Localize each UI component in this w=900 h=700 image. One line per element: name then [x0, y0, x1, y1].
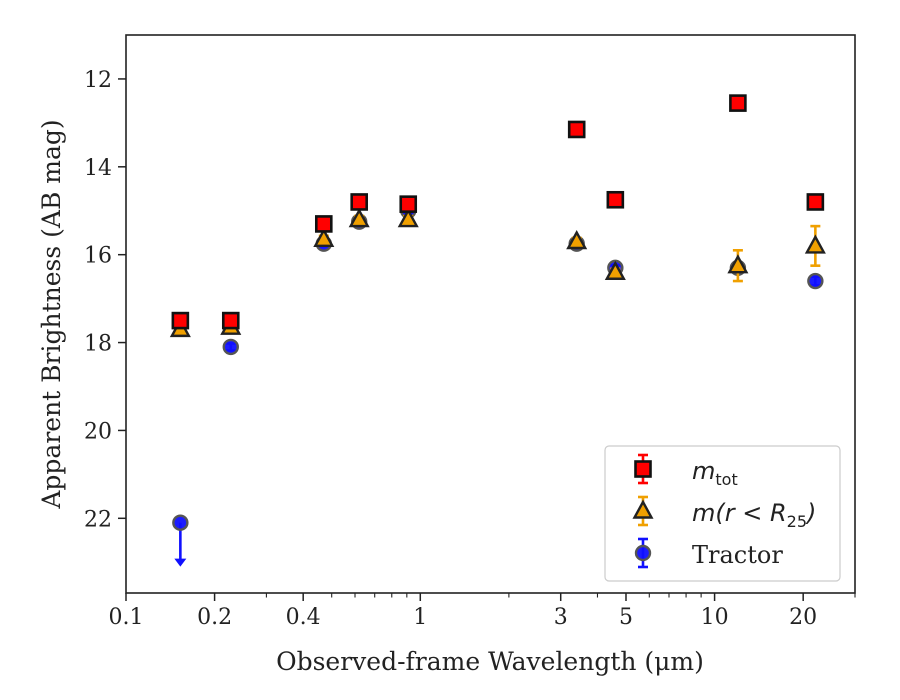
point-mtot	[806, 193, 825, 211]
point-mtot	[567, 120, 586, 139]
data-marks	[169, 94, 826, 567]
point-mr25	[804, 234, 826, 254]
point-mr25	[313, 227, 335, 248]
point-mr25	[397, 208, 419, 228]
x-axis-ticks: 0.1 0.2 0.4 1 3 5 10 20	[109, 593, 856, 630]
point-mr25	[727, 254, 749, 274]
y-tick-label: 12	[84, 68, 112, 93]
point-mtot	[729, 94, 747, 112]
point-mtot	[606, 190, 625, 209]
point-mtot	[399, 195, 418, 213]
x-tick-label: 0.1	[109, 605, 144, 630]
legend-label-mtot: mtot	[692, 457, 738, 489]
point-mtot	[350, 193, 368, 211]
legend-markers	[632, 453, 654, 569]
y-tick-label: 18	[84, 332, 112, 357]
x-tick-label: 0.4	[286, 605, 321, 630]
x-tick-label: 1	[413, 605, 427, 630]
legend: mtot m(r < R25) Tractor	[604, 445, 841, 582]
upper-limit-arrowhead	[174, 558, 187, 567]
point-mtot	[221, 311, 240, 330]
y-axis-ticks: 12 14 16 18 20 22	[84, 68, 126, 532]
point-tractor	[172, 514, 189, 531]
legend-label-mr25: m(r < R25)	[692, 499, 816, 531]
point-mr25	[604, 260, 626, 280]
legend-marker-tractor	[634, 544, 652, 562]
x-tick-label: 10	[701, 605, 729, 630]
point-mtot	[171, 311, 190, 330]
point-mr25	[348, 208, 370, 228]
y-tick-label: 14	[84, 156, 112, 181]
legend-box	[604, 445, 841, 582]
series-mtot	[171, 94, 825, 330]
point-tractor	[222, 338, 239, 356]
x-tick-label: 5	[619, 605, 633, 630]
x-tick-label: 3	[554, 605, 568, 630]
y-tick-label: 20	[84, 419, 112, 444]
y-tick-label: 22	[84, 507, 112, 532]
x-axis-label: Observed-frame Wavelength (μm)	[276, 647, 704, 676]
legend-marker-mr25	[632, 499, 654, 519]
y-tick-label: 16	[84, 244, 112, 269]
legend-label-tractor: Tractor	[692, 541, 783, 569]
legend-marker-mtot	[634, 460, 652, 478]
x-tick-label: 0.2	[197, 605, 232, 630]
point-mtot	[314, 215, 333, 233]
point-mr25	[566, 230, 588, 250]
y-axis-label: Apparent Brightness (AB mag)	[37, 119, 66, 509]
x-tick-label: 20	[789, 605, 817, 630]
point-tractor	[807, 272, 824, 290]
